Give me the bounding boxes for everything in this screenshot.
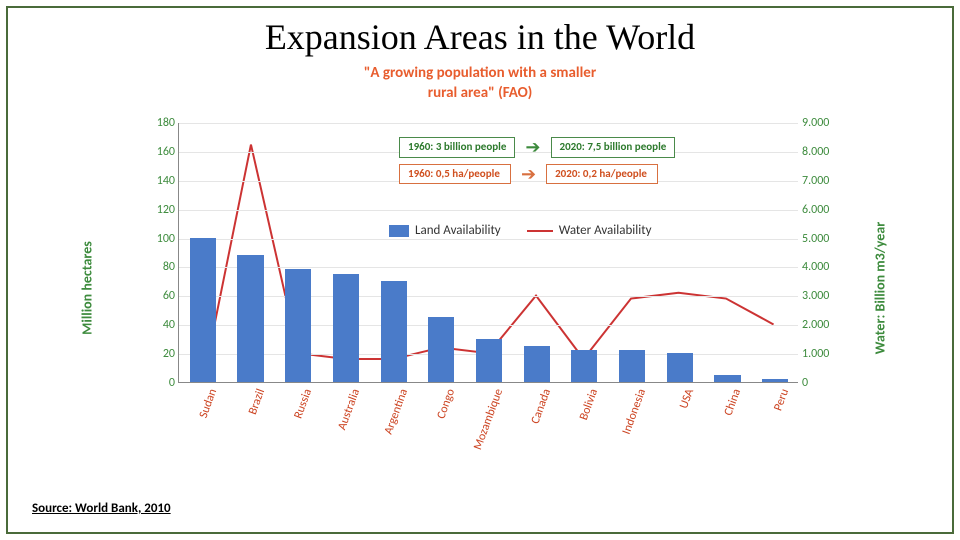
source-citation: Source: World Bank, 2010 xyxy=(32,501,171,516)
gridline xyxy=(179,210,798,211)
ytick-right: 3.000 xyxy=(802,289,844,303)
bar-usa xyxy=(667,353,693,382)
xtick-label: Indonesia xyxy=(620,387,649,436)
info-row-population: 1960: 3 billion people ➔ 2020: 7,5 billi… xyxy=(399,137,675,158)
arrow-icon: ➔ xyxy=(521,165,536,183)
info-row-hectares: 1960: 0,5 ha/people ➔ 2020: 0,2 ha/peopl… xyxy=(399,164,675,185)
bar-russia xyxy=(285,269,311,382)
ytick-left: 0 xyxy=(141,376,175,390)
gridline xyxy=(179,123,798,124)
ytick-right: 9.000 xyxy=(802,116,844,130)
ytick-left: 120 xyxy=(141,203,175,217)
info-ha-2020: 2020: 0,2 ha/people xyxy=(546,164,658,185)
xtick-label: Mozambique xyxy=(471,387,506,452)
chart-subtitle: "A growing population with a smaller rur… xyxy=(8,64,952,103)
ytick-right: 4.000 xyxy=(802,260,844,274)
ytick-left: 80 xyxy=(141,260,175,274)
bar-bolivia xyxy=(571,350,597,382)
xtick-label: Russia xyxy=(292,387,316,421)
subtitle-line1: "A growing population with a smaller xyxy=(364,64,596,82)
ytick-left: 180 xyxy=(141,116,175,130)
ytick-left: 140 xyxy=(141,174,175,188)
bar-china xyxy=(714,375,740,382)
xtick-label: Congo xyxy=(435,387,459,421)
bar-indonesia xyxy=(619,350,645,382)
ytick-right: 1.000 xyxy=(802,347,844,361)
xtick-label: Argentina xyxy=(381,387,410,436)
xtick-label: Bolivia xyxy=(577,387,601,422)
arrow-icon: ➔ xyxy=(525,138,540,156)
ytick-right: 8.000 xyxy=(802,145,844,159)
bar-congo xyxy=(428,317,454,382)
xtick-label: Peru xyxy=(771,387,792,413)
right-axis-label: Water: Billion m3/year xyxy=(871,222,888,354)
xtick-label: USA xyxy=(677,387,697,411)
ytick-left: 100 xyxy=(141,232,175,246)
ytick-left: 160 xyxy=(141,145,175,159)
plot-region: 1960: 3 billion people ➔ 2020: 7,5 billi… xyxy=(178,123,798,383)
ytick-right: 7.000 xyxy=(802,174,844,188)
info-ha-1960: 1960: 0,5 ha/people xyxy=(399,164,511,185)
info-pop-2020: 2020: 7,5 billion people xyxy=(551,137,676,158)
bar-argentina xyxy=(381,281,407,382)
xtick-label: China xyxy=(722,387,745,418)
ytick-right: 2.000 xyxy=(802,318,844,332)
xtick-label: Canada xyxy=(528,387,554,426)
gridline xyxy=(179,325,798,326)
gridline xyxy=(179,267,798,268)
slide-title: Expansion Areas in the World xyxy=(8,16,952,58)
ytick-left: 60 xyxy=(141,289,175,303)
bar-sudan xyxy=(190,238,216,382)
gridline xyxy=(179,296,798,297)
xtick-label: Sudan xyxy=(197,387,220,420)
ytick-left: 40 xyxy=(141,318,175,332)
ytick-right: 0 xyxy=(802,376,844,390)
bar-brazil xyxy=(237,255,263,382)
left-axis-label: Million hectares xyxy=(78,241,95,335)
ytick-left: 20 xyxy=(141,347,175,361)
bar-australia xyxy=(333,274,359,382)
xtick-label: Australia xyxy=(335,387,363,432)
bar-peru xyxy=(762,379,788,382)
chart-area: Million hectares Water: Billion m3/year … xyxy=(118,123,858,453)
info-pop-1960: 1960: 3 billion people xyxy=(399,137,515,158)
bar-mozambique xyxy=(476,339,502,382)
ytick-right: 6.000 xyxy=(802,203,844,217)
ytick-right: 5.000 xyxy=(802,232,844,246)
gridline xyxy=(179,239,798,240)
xtick-label: Brazil xyxy=(245,387,267,417)
slide-frame: Expansion Areas in the World "A growing … xyxy=(6,6,954,534)
bar-canada xyxy=(524,346,550,382)
subtitle-line2: rural area" (FAO) xyxy=(428,84,533,102)
info-boxes: 1960: 3 billion people ➔ 2020: 7,5 billi… xyxy=(399,137,675,184)
